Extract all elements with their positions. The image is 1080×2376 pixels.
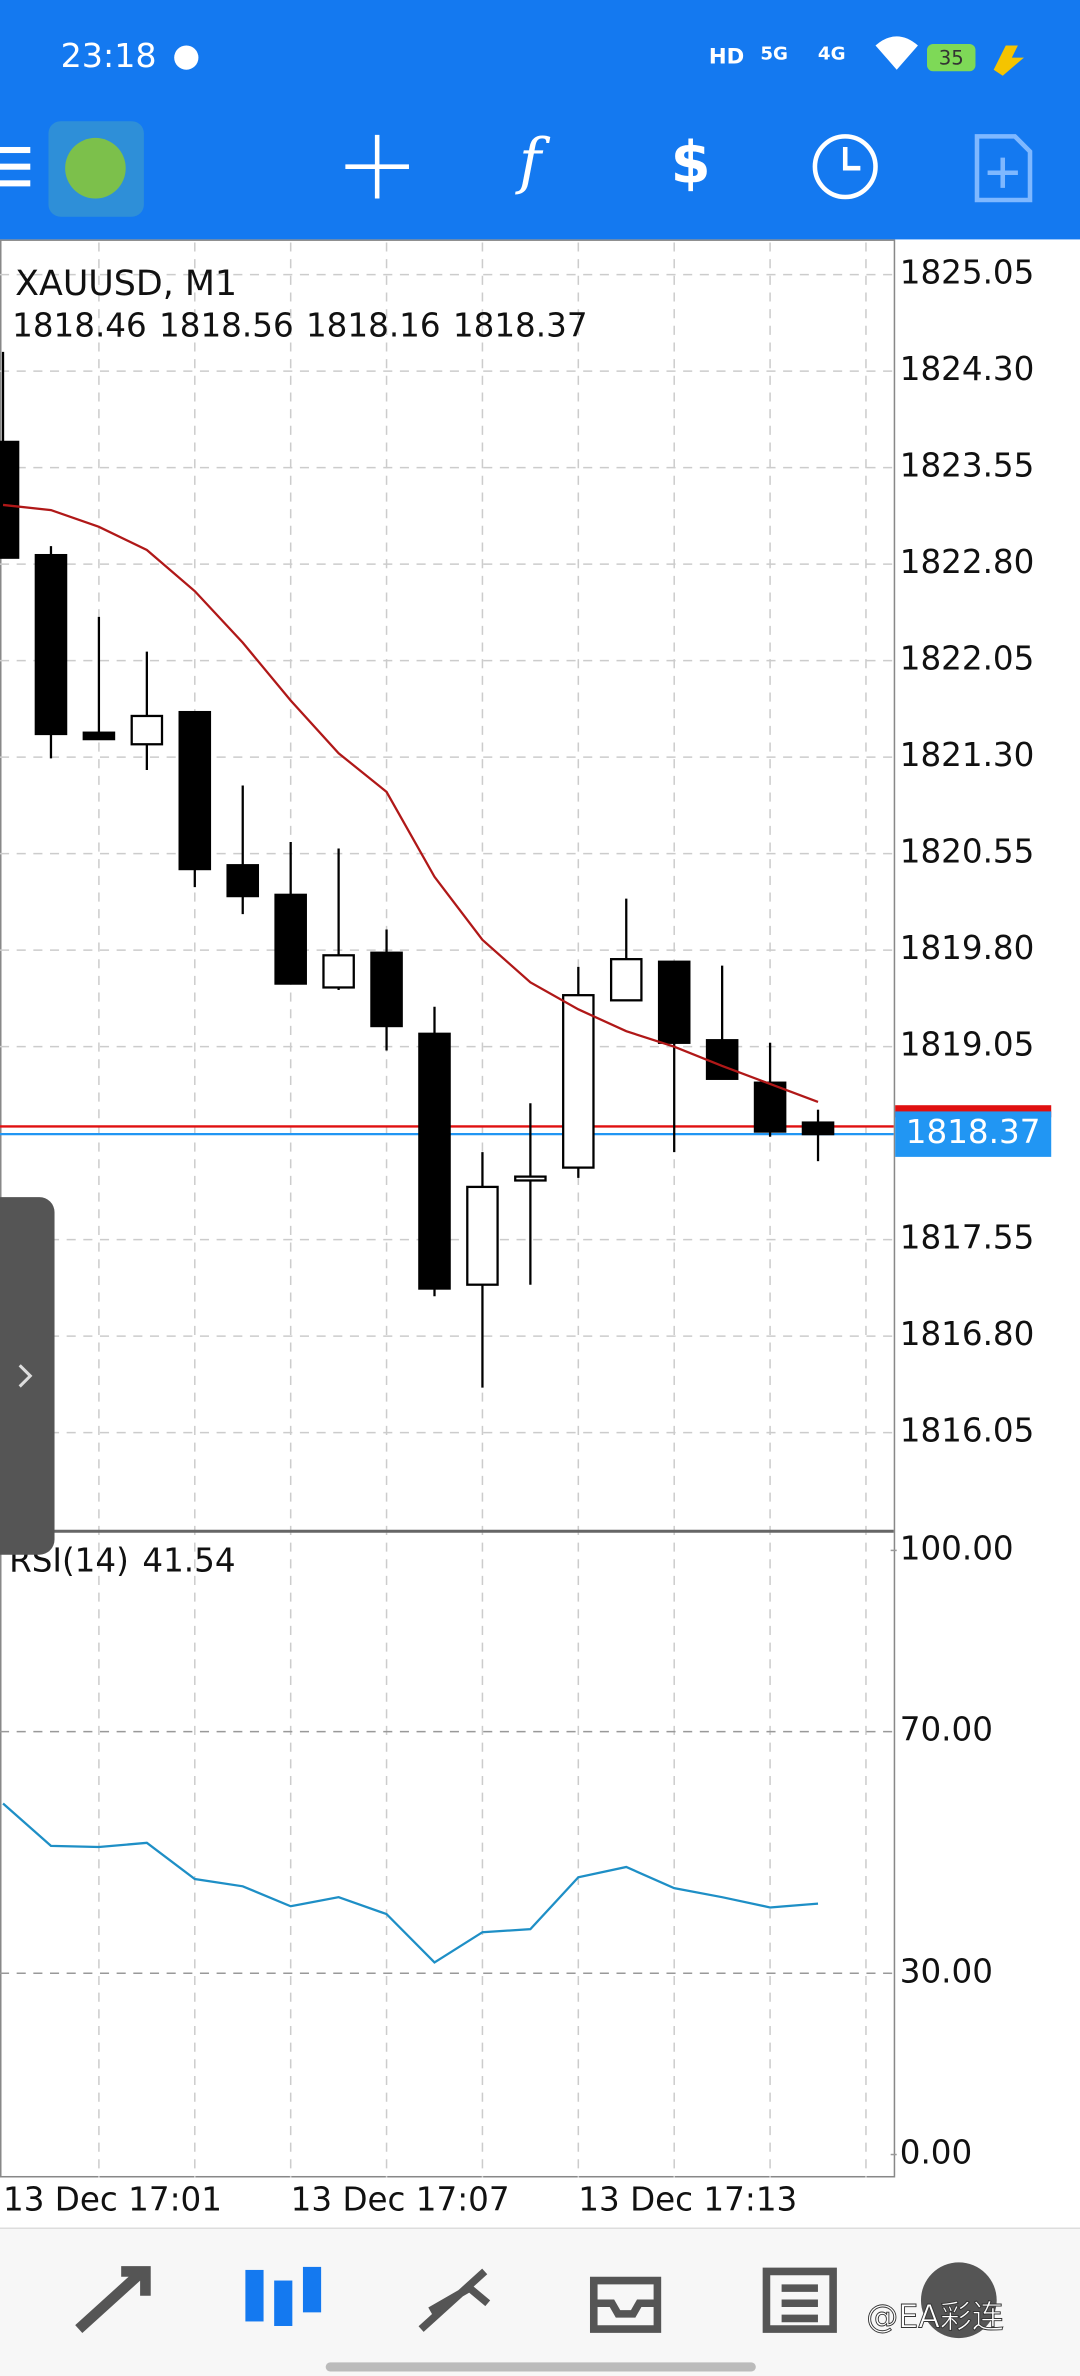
- y-tick-label: 1825.05: [900, 254, 1035, 292]
- chart-title: XAUUSD, M1: [15, 264, 237, 304]
- y-tick-label: 1823.55: [900, 447, 1035, 485]
- y-tick-label: 1817.55: [900, 1219, 1035, 1257]
- y-tick-label: 1822.05: [900, 640, 1035, 678]
- rsi-line: [2, 1802, 819, 1964]
- side-panel-handle[interactable]: [0, 1197, 55, 1555]
- x-tick-label: 13 Dec 17:01: [3, 2181, 222, 2219]
- x-tick-label: 13 Dec 17:13: [578, 2181, 797, 2219]
- indicator-value: 41.54: [142, 1541, 235, 1579]
- x-tick-label: 13 Dec 17:07: [291, 2181, 510, 2219]
- new-order-button[interactable]: [974, 134, 1033, 203]
- home-indicator: [325, 2362, 756, 2372]
- candle-body: [514, 1175, 547, 1182]
- news-tab[interactable]: [762, 2267, 837, 2333]
- watermark: @EA彩连: [866, 2297, 1003, 2335]
- quotes-tab[interactable]: [75, 2266, 151, 2333]
- y-tick-label: 1816.80: [900, 1315, 1035, 1353]
- handle-arrow: [18, 1364, 33, 1388]
- ohlc-value: 1818.56: [159, 306, 294, 344]
- battery-level: 35: [939, 47, 964, 70]
- y-tick-label: 1820.55: [900, 833, 1035, 871]
- y-tick-label: 1819.80: [900, 929, 1035, 967]
- app-logo: [65, 137, 126, 199]
- y-tick-label: 1816.05: [900, 1412, 1035, 1450]
- candle-body: [178, 710, 212, 871]
- y-tick-label: 1819.05: [900, 1026, 1035, 1064]
- top-bar: [0, 0, 1080, 240]
- charging-icon: [993, 45, 1024, 76]
- rsi-tick-label: 30.00: [900, 1952, 993, 1990]
- y-tick-label: 1824.30: [900, 350, 1035, 388]
- 4g-icon: 4G: [818, 44, 846, 65]
- status-time: 23:18: [61, 36, 157, 75]
- ohlc-value: 1818.37: [453, 306, 588, 344]
- candle-body: [418, 1032, 451, 1290]
- history-tab[interactable]: [589, 2276, 662, 2333]
- candle-body: [34, 553, 68, 736]
- ohlc-value: 1818.46: [12, 306, 147, 344]
- hd-icon: HD: [709, 45, 744, 70]
- moving-average: [2, 503, 819, 1104]
- battery-icon: [927, 43, 976, 72]
- bid-label-box: [895, 1111, 1052, 1157]
- candle-body: [82, 731, 116, 741]
- ohlc-header: 1818.46 1818.56 1818.16 1818.37: [12, 306, 587, 344]
- plot: 1825.05 1824.30 1823.55 1822.80 1822.05 1821.…: [0, 254, 1052, 2219]
- rsi-tick-label: 0.00: [900, 2134, 973, 2172]
- candle-body: [130, 714, 164, 746]
- candle-body: [562, 994, 595, 1169]
- chart-tab[interactable]: [245, 2266, 322, 2326]
- candle-body: [801, 1121, 835, 1136]
- candle-body: [274, 893, 307, 985]
- candle-body: [370, 951, 403, 1028]
- wifi-icon: [875, 36, 918, 70]
- candle-body: [657, 960, 691, 1044]
- candle-body: [226, 864, 260, 898]
- bid-label: 1818.37: [906, 1113, 1041, 1151]
- candle-body: [0, 440, 20, 559]
- bottom-bar: [0, 2227, 1080, 2376]
- y-tick-label: 1821.30: [900, 736, 1035, 774]
- rsi-tick-label: 100.00: [900, 1529, 1014, 1567]
- candle-body: [466, 1185, 499, 1286]
- ohlc-value: 1818.16: [306, 306, 441, 344]
- 5g-icon: 5G: [760, 44, 788, 65]
- candle-body: [322, 954, 355, 989]
- rsi-tick-label: 70.00: [900, 1711, 993, 1749]
- trade-tab[interactable]: [418, 2268, 491, 2332]
- candle-body: [609, 958, 643, 1002]
- trade-button[interactable]: $: [671, 129, 711, 196]
- candle-body: [753, 1081, 787, 1133]
- menu-button[interactable]: [0, 146, 31, 187]
- crosshair-button[interactable]: [345, 134, 409, 199]
- timeframe-button[interactable]: [812, 134, 878, 200]
- candle-body: [705, 1039, 739, 1080]
- messages-tab[interactable]: [920, 2262, 997, 2339]
- wechat-icon: [174, 45, 199, 70]
- y-tick-label: 1822.80: [900, 543, 1035, 581]
